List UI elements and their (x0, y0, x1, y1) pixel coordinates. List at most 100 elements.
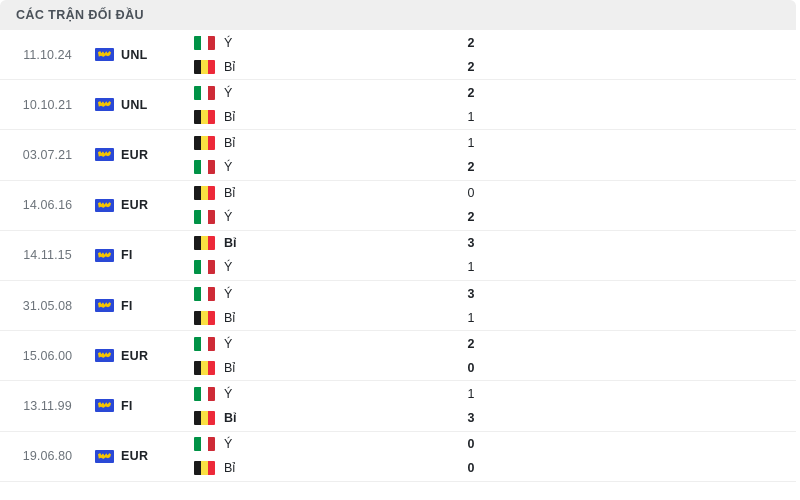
away-team-score: 1 (467, 260, 475, 275)
row-spacer (531, 281, 796, 330)
row-spacer (531, 381, 796, 430)
row-spacer (531, 331, 796, 380)
table-row[interactable]: 14.06.16 EUR Bỉ Ý 0 2 (0, 180, 796, 231)
away-team-score: 1 (467, 310, 475, 325)
competition-name: EUR (121, 147, 149, 162)
teams-cell: Ý Bỉ (190, 432, 411, 481)
table-row[interactable]: 19.06.80 EUR Ý Bỉ 0 0 (0, 431, 796, 482)
away-team-score: 2 (467, 159, 475, 174)
competition-name: UNL (121, 97, 148, 112)
competition-cell[interactable]: UNL (95, 30, 190, 79)
uefa-badge-icon (95, 349, 114, 363)
competition-cell[interactable]: EUR (95, 331, 190, 380)
away-team-name: Ý (224, 210, 233, 225)
teams-cell: Bỉ Ý (190, 181, 411, 230)
away-team-flag-icon (194, 410, 215, 425)
away-team-name: Bỉ (224, 410, 237, 425)
scores-cell: 0 2 (411, 181, 531, 230)
match-date: 19.06.80 (22, 449, 73, 464)
competition-name: EUR (121, 449, 149, 464)
away-team-score: 0 (467, 360, 475, 375)
home-team-line: Ý (194, 286, 411, 301)
table-row[interactable]: 15.06.00 EUR Ý Bỉ 2 0 (0, 331, 796, 382)
card-header: CÁC TRẬN ĐỐI ĐẦU (0, 0, 796, 30)
home-team-line: Ý (194, 35, 411, 50)
home-team-line: Ý (194, 386, 411, 401)
row-spacer (531, 130, 796, 179)
home-team-name: Ý (224, 286, 233, 301)
uefa-badge-icon (95, 399, 114, 413)
home-team-score: 2 (467, 35, 475, 50)
home-team-line: Bỉ (194, 186, 411, 201)
home-team-name: Bỉ (224, 135, 236, 150)
away-team-name: Bỉ (224, 59, 236, 74)
teams-cell: Ý Bỉ (190, 80, 411, 129)
competition-cell[interactable]: EUR (95, 181, 190, 230)
away-team-score: 1 (467, 109, 475, 124)
home-team-score: 0 (467, 186, 475, 201)
scores-cell: 0 0 (411, 432, 531, 481)
row-spacer (531, 80, 796, 129)
home-team-name: Ý (224, 35, 233, 50)
table-row[interactable]: 31.05.08 FI Ý Bỉ 3 1 (0, 280, 796, 332)
uefa-badge-icon (95, 148, 114, 162)
table-row[interactable]: 13.11.99 FI Ý Bỉ 1 3 (0, 381, 796, 432)
home-team-line: Ý (194, 437, 411, 452)
home-team-flag-icon (194, 186, 215, 201)
home-team-flag-icon (194, 336, 215, 351)
scores-cell: 2 0 (411, 331, 531, 380)
table-row[interactable]: 10.10.21 UNL Ý Bỉ 2 1 (0, 80, 796, 131)
teams-cell: Ý Bỉ (190, 381, 411, 430)
away-team-line: Bỉ (194, 410, 411, 425)
home-team-score: 0 (467, 437, 475, 452)
away-team-line: Ý (194, 159, 411, 174)
away-team-flag-icon (194, 59, 215, 74)
away-team-line: Bỉ (194, 109, 411, 124)
match-date-cell: 11.10.24 (0, 30, 95, 79)
table-row[interactable]: 11.10.24 UNL Ý Bỉ 2 2 (0, 30, 796, 81)
competition-cell[interactable]: EUR (95, 130, 190, 179)
match-date: 14.06.16 (22, 198, 73, 213)
home-team-score: 3 (467, 286, 475, 301)
scores-cell: 3 1 (411, 281, 531, 330)
competition-cell[interactable]: EUR (95, 432, 190, 481)
away-team-name: Bỉ (224, 461, 236, 476)
home-team-flag-icon (194, 437, 215, 452)
competition-name: FI (121, 248, 133, 263)
competition-name: FI (121, 298, 133, 313)
row-spacer (531, 181, 796, 230)
competition-cell[interactable]: FI (95, 281, 190, 330)
teams-cell: Ý Bỉ (190, 30, 411, 79)
home-team-name: Ý (224, 437, 233, 452)
match-date: 10.10.21 (22, 97, 73, 112)
match-date: 31.05.08 (22, 298, 73, 313)
scores-cell: 2 2 (411, 30, 531, 79)
match-date: 11.10.24 (23, 47, 72, 62)
home-team-name: Bỉ (224, 236, 237, 251)
row-spacer (531, 231, 796, 280)
teams-cell: Bỉ Ý (190, 130, 411, 179)
away-team-line: Bỉ (194, 461, 411, 476)
competition-cell[interactable]: UNL (95, 80, 190, 129)
home-team-score: 2 (467, 336, 475, 351)
competition-cell[interactable]: FI (95, 381, 190, 430)
page-title: CÁC TRẬN ĐỐI ĐẦU (16, 8, 144, 22)
home-team-score: 1 (467, 135, 475, 150)
match-date-cell: 03.07.21 (0, 130, 95, 179)
uefa-badge-icon (95, 48, 114, 62)
table-row[interactable]: 03.07.21 EUR Bỉ Ý 1 2 (0, 130, 796, 181)
table-row[interactable]: 14.11.15 FI Bỉ Ý 3 1 (0, 230, 796, 281)
away-team-line: Bỉ (194, 59, 411, 74)
away-team-name: Bỉ (224, 310, 236, 325)
match-date-cell: 15.06.00 (0, 331, 95, 380)
competition-name: EUR (121, 198, 149, 213)
teams-cell: Bỉ Ý (190, 231, 411, 280)
uefa-badge-icon (95, 248, 114, 262)
competition-name: UNL (121, 47, 148, 62)
away-team-flag-icon (194, 109, 215, 124)
away-team-flag-icon (194, 360, 215, 375)
scores-cell: 1 2 (411, 130, 531, 179)
away-team-name: Ý (224, 159, 233, 174)
away-team-name: Ý (224, 260, 233, 275)
competition-cell[interactable]: FI (95, 231, 190, 280)
